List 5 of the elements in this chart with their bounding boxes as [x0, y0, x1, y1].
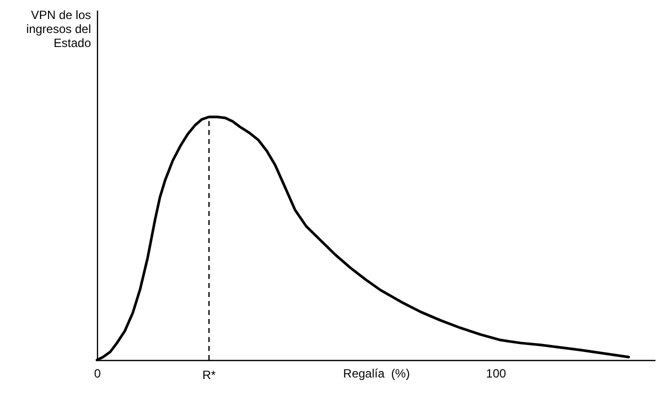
text: VPN de los ingresos del Estado — [26, 8, 92, 50]
x-tick-label: 100 — [486, 366, 506, 380]
x-axis-title: Regalía (%) — [343, 366, 410, 380]
ref-line-label: R* — [202, 368, 216, 382]
x-tick-label: 0 — [94, 366, 102, 380]
